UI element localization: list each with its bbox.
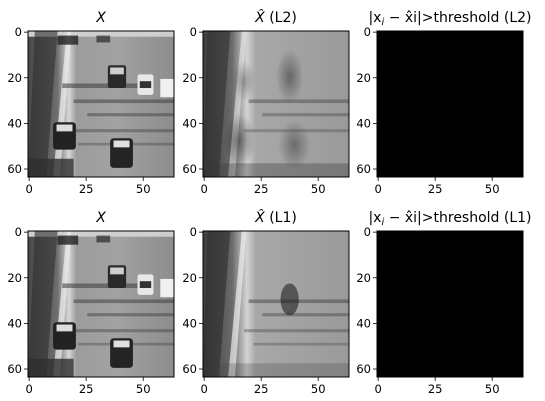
panel-title-prefix: |x bbox=[368, 210, 381, 226]
y-tick-label: 40 bbox=[7, 116, 22, 130]
x-tick-label: 50 bbox=[311, 382, 326, 396]
y-tick-label: 0 bbox=[15, 25, 22, 39]
x-tick-label: 0 bbox=[374, 182, 381, 196]
y-tick-label: 20 bbox=[356, 71, 371, 85]
panel-title-suffix: (L2) bbox=[265, 10, 297, 26]
panel-title-math: i bbox=[381, 217, 384, 228]
panel-frame bbox=[202, 230, 350, 378]
x-tick-label: 50 bbox=[311, 182, 326, 196]
panel-title-math: X bbox=[95, 210, 106, 226]
panel-image bbox=[28, 231, 174, 377]
x-tick-label: 25 bbox=[79, 382, 94, 396]
panel-x-bottom: X 0 25 50 0 20 40 60 bbox=[7, 210, 175, 396]
x-tick-label: 50 bbox=[485, 182, 500, 196]
y-tick-label: 40 bbox=[356, 116, 371, 130]
panel-title-math: X̂ bbox=[254, 209, 265, 226]
panel-title: X bbox=[95, 210, 106, 226]
x-tick-label: 25 bbox=[428, 382, 443, 396]
panel-xhat-l1: X̂ (L1) 0 25 50 0 20 40 60 bbox=[182, 209, 350, 396]
panel-image bbox=[28, 31, 174, 177]
panel-title-prefix: |x bbox=[368, 10, 381, 26]
y-tick-label: 0 bbox=[190, 225, 197, 239]
y-tick-label: 60 bbox=[356, 362, 371, 376]
panel-title-suffix: − x̂i|>threshold (L1) bbox=[384, 210, 531, 226]
x-tick-label: 25 bbox=[428, 182, 443, 196]
y-tick-label: 20 bbox=[182, 71, 197, 85]
x-tick-label: 0 bbox=[200, 382, 207, 396]
panel-frame bbox=[376, 230, 524, 378]
x-tick-label: 50 bbox=[485, 382, 500, 396]
panel-frame bbox=[27, 30, 175, 178]
panel-title-suffix: (L1) bbox=[265, 210, 297, 226]
x-tick-label: 25 bbox=[254, 382, 269, 396]
panel-xhat-l2: X̂ (L2) 0 25 50 0 20 40 60 bbox=[182, 9, 350, 196]
x-tick-label: 50 bbox=[136, 182, 151, 196]
y-tick-label: 40 bbox=[182, 316, 197, 330]
y-tick-label: 0 bbox=[190, 25, 197, 39]
y-tick-label: 60 bbox=[7, 362, 22, 376]
panel-title: X̂ (L1) bbox=[254, 209, 297, 226]
panel-frame bbox=[376, 30, 524, 178]
y-tick-label: 20 bbox=[7, 71, 22, 85]
panel-title-suffix: − x̂i|>threshold (L2) bbox=[384, 10, 531, 26]
x-tick-label: 0 bbox=[200, 182, 207, 196]
panel-title-math: X bbox=[95, 10, 106, 26]
y-tick-label: 40 bbox=[7, 316, 22, 330]
panel-frame bbox=[27, 230, 175, 378]
panel-image bbox=[203, 31, 349, 177]
x-tick-label: 0 bbox=[25, 182, 32, 196]
panel-title: |xi − x̂i|>threshold (L2) bbox=[368, 10, 531, 28]
y-tick-label: 60 bbox=[7, 162, 22, 176]
panel-image bbox=[377, 231, 523, 377]
y-tick-label: 20 bbox=[7, 271, 22, 285]
panel-title: X bbox=[95, 10, 106, 26]
y-tick-label: 20 bbox=[356, 271, 371, 285]
y-tick-label: 60 bbox=[356, 162, 371, 176]
panel-title-math: X̂ bbox=[254, 9, 265, 26]
y-tick-label: 40 bbox=[356, 316, 371, 330]
y-tick-label: 60 bbox=[182, 362, 197, 376]
panel-image bbox=[203, 231, 349, 377]
x-tick-label: 50 bbox=[136, 382, 151, 396]
x-tick-label: 0 bbox=[374, 382, 381, 396]
y-tick-label: 60 bbox=[182, 162, 197, 176]
x-tick-label: 25 bbox=[79, 182, 94, 196]
y-tick-label: 0 bbox=[364, 25, 371, 39]
x-tick-label: 0 bbox=[25, 382, 32, 396]
y-tick-label: 0 bbox=[364, 225, 371, 239]
panel-image bbox=[377, 31, 523, 177]
y-tick-label: 20 bbox=[182, 271, 197, 285]
panel-title: |xi − x̂i|>threshold (L1) bbox=[368, 210, 531, 228]
panel-frame bbox=[202, 30, 350, 178]
x-tick-label: 25 bbox=[254, 182, 269, 196]
panel-x-top: X 0 25 50 0 20 40 60 bbox=[7, 10, 175, 196]
y-tick-label: 40 bbox=[182, 116, 197, 130]
y-tick-label: 0 bbox=[15, 225, 22, 239]
panel-title: X̂ (L2) bbox=[254, 9, 297, 26]
panel-title-math: i bbox=[381, 17, 384, 28]
